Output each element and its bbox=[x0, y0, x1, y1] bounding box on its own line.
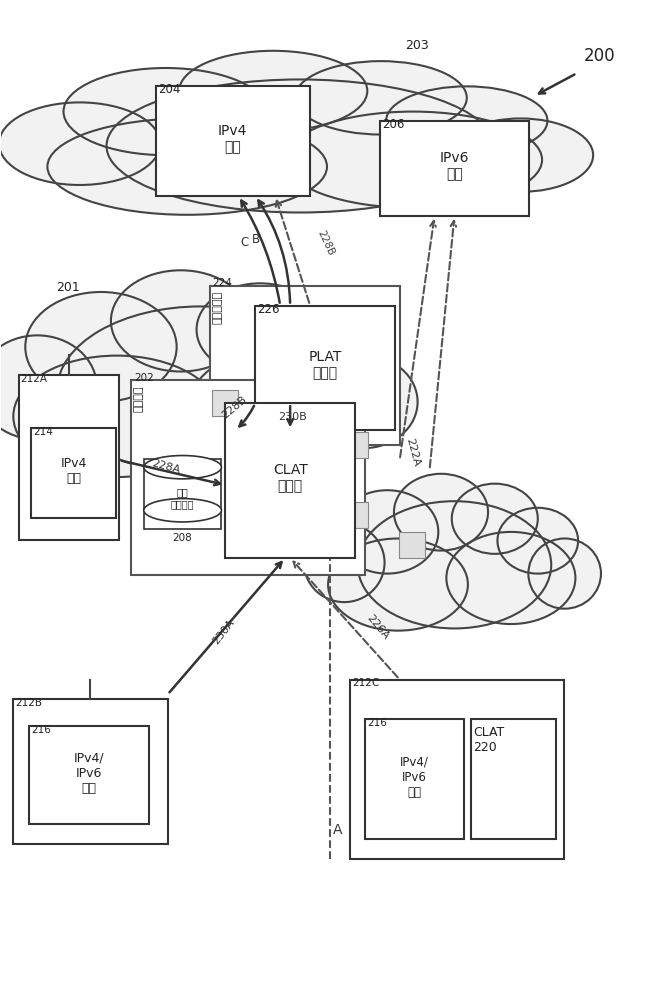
Text: 214: 214 bbox=[33, 427, 53, 437]
Text: 201: 201 bbox=[56, 281, 80, 294]
Ellipse shape bbox=[497, 508, 578, 574]
Text: 228B: 228B bbox=[315, 229, 335, 258]
FancyBboxPatch shape bbox=[342, 432, 368, 458]
Text: IPv4/
IPv6
应用: IPv4/ IPv6 应用 bbox=[73, 752, 105, 795]
Text: 212B: 212B bbox=[16, 698, 42, 708]
Text: 226A: 226A bbox=[365, 613, 391, 642]
FancyBboxPatch shape bbox=[144, 459, 222, 529]
FancyBboxPatch shape bbox=[342, 502, 368, 528]
FancyBboxPatch shape bbox=[20, 375, 119, 540]
FancyBboxPatch shape bbox=[156, 86, 310, 196]
FancyBboxPatch shape bbox=[398, 532, 424, 558]
Ellipse shape bbox=[188, 347, 380, 468]
Ellipse shape bbox=[284, 112, 542, 208]
Text: CLAT
220: CLAT 220 bbox=[473, 726, 504, 754]
Ellipse shape bbox=[14, 356, 220, 477]
Ellipse shape bbox=[265, 315, 383, 402]
Text: 226: 226 bbox=[257, 303, 280, 316]
Ellipse shape bbox=[144, 499, 222, 522]
Ellipse shape bbox=[25, 292, 177, 402]
Text: 228B: 228B bbox=[220, 394, 249, 420]
Ellipse shape bbox=[328, 538, 468, 631]
Text: IPv4
应用: IPv4 应用 bbox=[60, 457, 86, 485]
Text: IPv4
服务: IPv4 服务 bbox=[218, 124, 247, 154]
FancyBboxPatch shape bbox=[255, 306, 395, 430]
Ellipse shape bbox=[111, 270, 250, 372]
FancyBboxPatch shape bbox=[14, 699, 168, 844]
Ellipse shape bbox=[107, 79, 494, 213]
FancyBboxPatch shape bbox=[31, 428, 116, 518]
Ellipse shape bbox=[0, 102, 161, 185]
Ellipse shape bbox=[57, 306, 344, 474]
Ellipse shape bbox=[304, 523, 385, 602]
Text: 212C: 212C bbox=[352, 678, 379, 688]
Ellipse shape bbox=[358, 501, 551, 628]
FancyBboxPatch shape bbox=[365, 719, 464, 839]
Ellipse shape bbox=[394, 474, 488, 551]
FancyBboxPatch shape bbox=[29, 726, 149, 824]
Text: 206: 206 bbox=[382, 118, 404, 131]
Text: 230B: 230B bbox=[278, 412, 307, 422]
Ellipse shape bbox=[336, 490, 438, 574]
Text: 200: 200 bbox=[584, 47, 616, 65]
Text: IPv6
服务: IPv6 服务 bbox=[439, 151, 469, 181]
Text: IPv4/
IPv6
应用: IPv4/ IPv6 应用 bbox=[400, 756, 429, 799]
FancyBboxPatch shape bbox=[471, 719, 556, 839]
Text: 203: 203 bbox=[405, 39, 428, 52]
Text: 216: 216 bbox=[31, 725, 51, 735]
Text: CLAT
处理器: CLAT 处理器 bbox=[273, 463, 307, 493]
Text: 228A: 228A bbox=[151, 458, 181, 475]
Text: 230A: 230A bbox=[211, 618, 236, 647]
Ellipse shape bbox=[179, 51, 367, 131]
Ellipse shape bbox=[386, 86, 547, 155]
Ellipse shape bbox=[452, 484, 538, 554]
Text: 数据
存储装置: 数据 存储装置 bbox=[171, 487, 194, 509]
Text: 网关节点: 网关节点 bbox=[134, 385, 144, 412]
Text: B: B bbox=[252, 233, 261, 246]
Ellipse shape bbox=[47, 118, 327, 215]
Ellipse shape bbox=[294, 61, 467, 135]
FancyBboxPatch shape bbox=[226, 403, 355, 558]
Ellipse shape bbox=[144, 456, 222, 479]
Text: PLAT
处理器: PLAT 处理器 bbox=[308, 350, 342, 380]
Text: 202: 202 bbox=[134, 373, 153, 383]
Ellipse shape bbox=[0, 335, 97, 439]
Ellipse shape bbox=[310, 356, 417, 448]
Text: 224: 224 bbox=[213, 278, 232, 288]
FancyBboxPatch shape bbox=[211, 286, 400, 445]
FancyBboxPatch shape bbox=[131, 380, 365, 575]
Ellipse shape bbox=[196, 283, 324, 376]
Ellipse shape bbox=[448, 118, 593, 192]
Ellipse shape bbox=[447, 532, 575, 624]
FancyBboxPatch shape bbox=[350, 680, 564, 859]
Text: 212A: 212A bbox=[20, 374, 47, 384]
Ellipse shape bbox=[528, 538, 601, 609]
Text: 204: 204 bbox=[158, 83, 180, 96]
Ellipse shape bbox=[64, 68, 268, 155]
Text: 提供商边缘: 提供商边缘 bbox=[213, 291, 222, 324]
Text: 208: 208 bbox=[173, 533, 192, 543]
FancyBboxPatch shape bbox=[213, 390, 239, 416]
Text: 216: 216 bbox=[367, 718, 387, 728]
Text: C: C bbox=[240, 236, 248, 249]
Text: 222A: 222A bbox=[405, 436, 422, 467]
FancyBboxPatch shape bbox=[380, 121, 529, 216]
Text: A: A bbox=[333, 823, 343, 837]
